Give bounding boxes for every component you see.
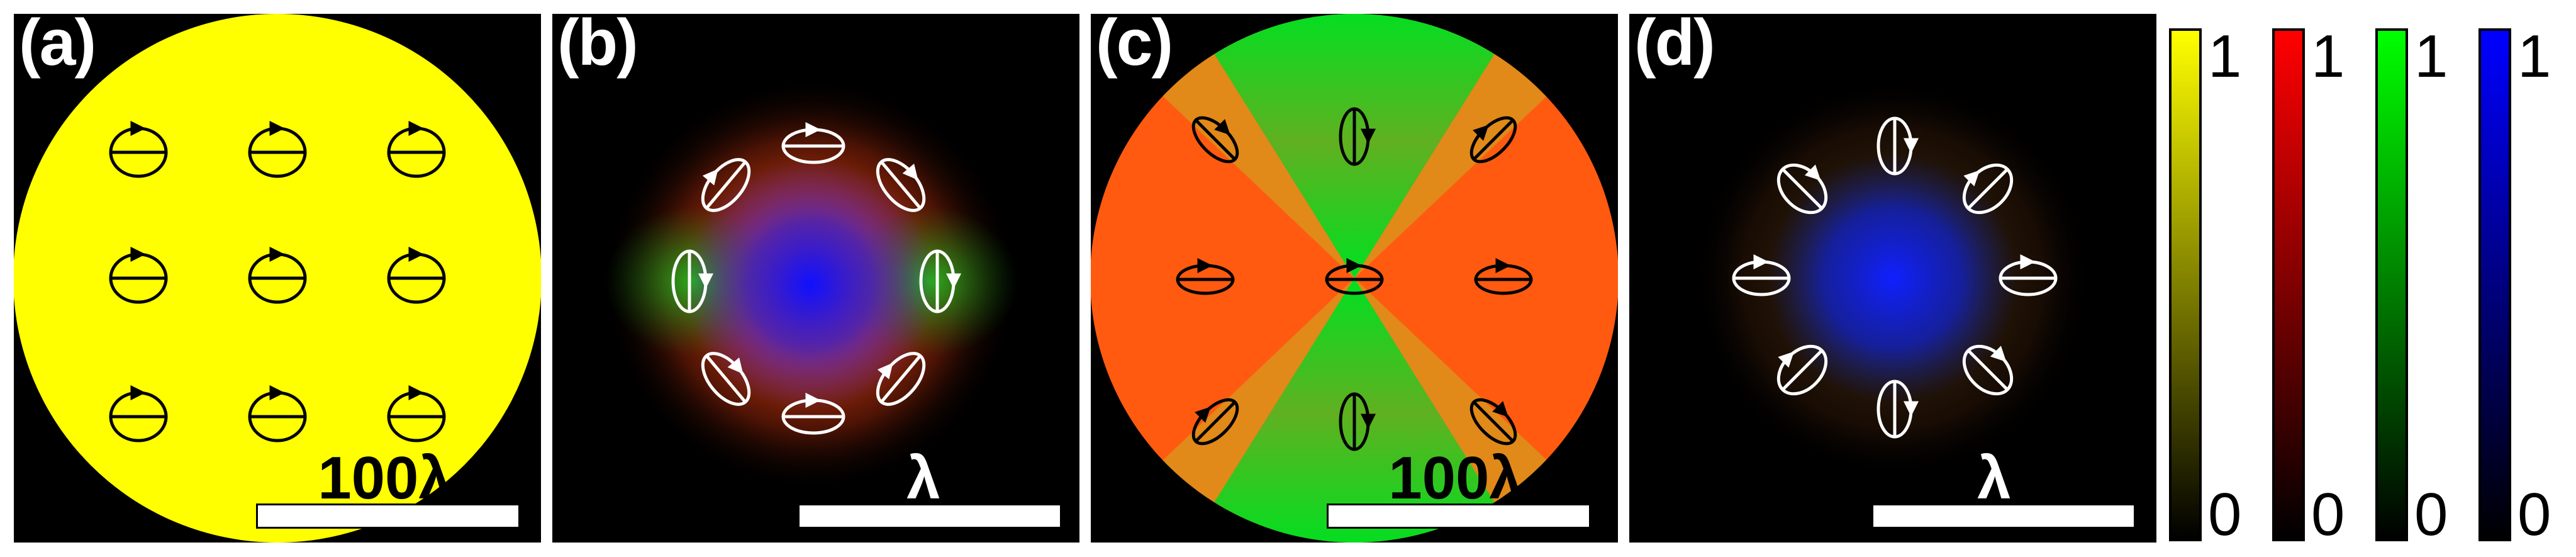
colorbar-blue	[2478, 28, 2511, 541]
colorbar-max-label: 1	[2208, 23, 2242, 90]
polarization-ellipse	[1176, 257, 1235, 295]
polarization-ellipse	[1469, 398, 1517, 446]
polarization-ellipse	[1776, 344, 1828, 396]
polarization-ellipse	[671, 249, 714, 313]
polarization-ellipse	[109, 246, 168, 304]
scale-bar-label: 100λ	[318, 444, 452, 512]
colorbar-red	[2272, 28, 2305, 541]
polarization-ellipse	[1962, 163, 2014, 215]
colorbar-green	[2375, 28, 2408, 541]
panel-c-field	[1091, 14, 1618, 543]
polarization-ellipse	[876, 158, 926, 212]
polarization-ellipse	[248, 120, 307, 178]
polarization-ellipse	[1776, 163, 1828, 215]
colorbar-min-label: 0	[2414, 481, 2448, 548]
polarization-ellipse	[919, 249, 962, 313]
panel-c: (c) 100λ	[1091, 14, 1618, 543]
polarization-ellipse	[1469, 116, 1517, 164]
panel-label: (a)	[19, 14, 96, 79]
colorbar-max-label: 1	[2517, 23, 2551, 90]
panel-d: (d) λ	[1629, 14, 2156, 543]
panel-a-field	[14, 14, 541, 543]
polarization-ellipse	[1876, 380, 1919, 439]
panel-b: (b) λ	[552, 14, 1079, 543]
polarization-ellipses	[671, 121, 962, 435]
polarization-ellipse	[248, 385, 307, 442]
polarization-ellipse	[701, 352, 751, 406]
panel-label: (d)	[1634, 14, 1715, 79]
polarization-ellipse	[1474, 257, 1533, 295]
polarization-ellipse	[1962, 344, 2014, 396]
polarization-ellipse	[109, 385, 168, 442]
colorbar-min-label: 0	[2517, 481, 2551, 548]
scale-bar	[1327, 504, 1591, 529]
colorbar-max-label: 1	[2311, 23, 2345, 90]
polarization-ellipse	[1732, 254, 1791, 296]
polarization-ellipse	[387, 385, 446, 442]
colorbar-yellow	[2169, 28, 2202, 541]
panel-label: (b)	[557, 14, 638, 79]
polarization-ellipse	[876, 352, 926, 406]
scale-bar	[798, 504, 1062, 529]
colorbar-min-label: 0	[2311, 481, 2345, 548]
polarization-ellipse	[781, 121, 845, 164]
polarization-ellipse	[1191, 398, 1239, 446]
panel-a: (a) 100λ	[14, 14, 541, 543]
polarization-ellipse	[248, 246, 307, 304]
polarization-ellipse	[1191, 116, 1239, 164]
polarization-ellipse	[781, 392, 845, 435]
scale-bar-label: λ	[1977, 444, 2011, 512]
scale-bar	[256, 504, 520, 529]
panel-d-field	[1692, 77, 2094, 480]
polarization-ellipse	[701, 158, 751, 212]
panel-b-field	[603, 77, 1018, 492]
polarization-ellipse	[1325, 257, 1384, 295]
polarization-ellipses	[1176, 107, 1533, 451]
polarization-ellipse	[1999, 254, 2058, 296]
polarization-ellipses	[109, 120, 446, 442]
polarization-ellipse	[387, 246, 446, 304]
polarization-ellipse	[109, 120, 168, 178]
scale-bar-label: λ	[906, 444, 940, 512]
panel-label: (c)	[1096, 14, 1173, 79]
polarization-ellipse	[1339, 107, 1376, 166]
polarization-ellipses	[1732, 116, 2058, 439]
scale-bar-label: 100λ	[1388, 444, 1523, 512]
polarization-ellipse	[1339, 392, 1376, 451]
colorbar-max-label: 1	[2414, 23, 2448, 90]
polarization-ellipse	[387, 120, 446, 178]
scale-bar	[1871, 504, 2136, 529]
colorbar-min-label: 0	[2208, 481, 2242, 548]
polarization-ellipse	[1876, 116, 1919, 176]
